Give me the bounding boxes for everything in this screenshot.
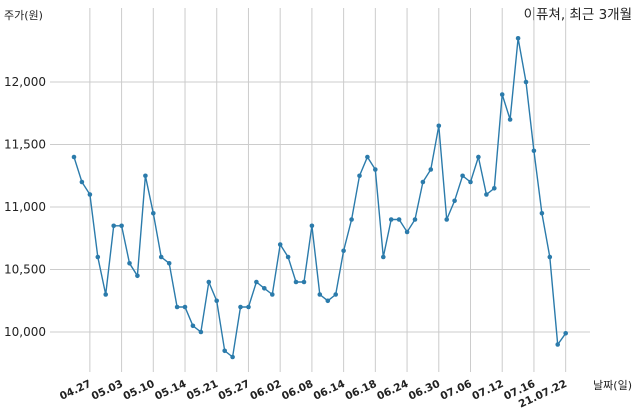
data-point xyxy=(428,167,434,172)
data-point xyxy=(151,211,156,216)
y-axis-label: 주가(원) xyxy=(4,9,43,22)
x-tick-label: 06.30 xyxy=(407,378,442,403)
data-point xyxy=(452,198,457,204)
data-point xyxy=(396,217,402,222)
x-tick-label: 05.14 xyxy=(153,378,188,403)
x-tick-label: 06.02 xyxy=(248,378,283,403)
y-tick-label: 10,500 xyxy=(4,263,46,277)
data-point xyxy=(166,261,172,266)
x-tick-label: 07.06 xyxy=(439,378,474,403)
data-point xyxy=(507,117,513,122)
y-tick-label: 11,000 xyxy=(4,200,46,214)
x-axis-ticks: 04.2705.0305.1005.1405.2105.2706.0206.08… xyxy=(58,378,569,411)
data-point xyxy=(246,304,251,310)
data-point xyxy=(214,298,219,304)
data-point xyxy=(547,254,553,260)
grid xyxy=(50,8,590,372)
data-point xyxy=(230,354,235,360)
data-point xyxy=(87,192,93,197)
data-point xyxy=(79,179,85,185)
data-point xyxy=(476,154,481,160)
data-point xyxy=(333,292,339,297)
data-point xyxy=(492,186,497,191)
x-tick-label: 06.08 xyxy=(280,378,315,403)
data-point xyxy=(484,192,489,197)
data-point xyxy=(365,154,370,160)
data-point xyxy=(95,254,101,260)
x-tick-label: 05.10 xyxy=(121,378,156,403)
data-point xyxy=(174,304,180,310)
data-point xyxy=(285,254,291,260)
data-point xyxy=(420,179,426,185)
data-point xyxy=(531,148,537,154)
data-point xyxy=(254,279,259,285)
data-point xyxy=(412,217,418,222)
y-tick-label: 10,000 xyxy=(4,325,46,339)
x-tick-label: 07.12 xyxy=(470,378,505,403)
x-tick-label: 05.27 xyxy=(217,378,252,403)
x-axis-label: 날짜(일) xyxy=(593,378,632,392)
data-point xyxy=(190,323,196,329)
price-line xyxy=(73,38,567,359)
data-point xyxy=(515,36,521,41)
data-point xyxy=(309,223,315,229)
data-point xyxy=(373,167,378,172)
data-point xyxy=(317,292,323,297)
data-point xyxy=(293,279,299,285)
data-point xyxy=(301,279,307,285)
series-points xyxy=(71,36,568,360)
data-point xyxy=(404,229,410,235)
data-point xyxy=(270,292,275,297)
y-axis-ticks: 10,000 10,500 11,000 11,500 12,000 xyxy=(4,75,46,339)
data-point xyxy=(436,123,442,129)
y-tick-label: 12,000 xyxy=(4,75,46,89)
data-point xyxy=(523,79,529,85)
data-point xyxy=(238,304,243,310)
data-point xyxy=(119,223,124,229)
data-point xyxy=(111,223,116,229)
data-point xyxy=(357,173,362,179)
data-point xyxy=(444,217,450,222)
x-tick-label: 06.18 xyxy=(343,378,378,403)
data-point xyxy=(460,173,465,179)
x-tick-label: 06.14 xyxy=(312,378,347,403)
x-tick-label: 04.27 xyxy=(58,378,93,403)
data-point xyxy=(198,329,204,335)
data-point xyxy=(127,261,132,266)
data-point xyxy=(468,179,473,185)
y-tick-label: 11,500 xyxy=(4,138,46,152)
data-point xyxy=(182,304,188,310)
data-point xyxy=(539,211,545,216)
data-point xyxy=(222,348,227,354)
data-point xyxy=(277,242,283,247)
data-point xyxy=(499,92,505,97)
data-point xyxy=(381,254,386,260)
series-line xyxy=(73,38,567,359)
data-point xyxy=(71,154,77,160)
data-point xyxy=(158,254,164,260)
data-point xyxy=(388,217,394,222)
x-tick-label: 05.03 xyxy=(90,378,125,403)
data-point xyxy=(135,273,140,279)
chart-title: 이퓨쳐, 최근 3개월 xyxy=(524,7,632,23)
data-point xyxy=(555,342,560,347)
data-point xyxy=(325,298,331,304)
data-point xyxy=(206,279,212,285)
data-point xyxy=(103,292,108,297)
data-point xyxy=(143,173,148,179)
x-tick-label: 06.24 xyxy=(375,378,410,403)
x-tick-label: 05.21 xyxy=(185,378,220,403)
data-point xyxy=(341,248,346,254)
data-point xyxy=(349,217,354,222)
data-point xyxy=(563,331,568,336)
data-point xyxy=(262,286,267,291)
